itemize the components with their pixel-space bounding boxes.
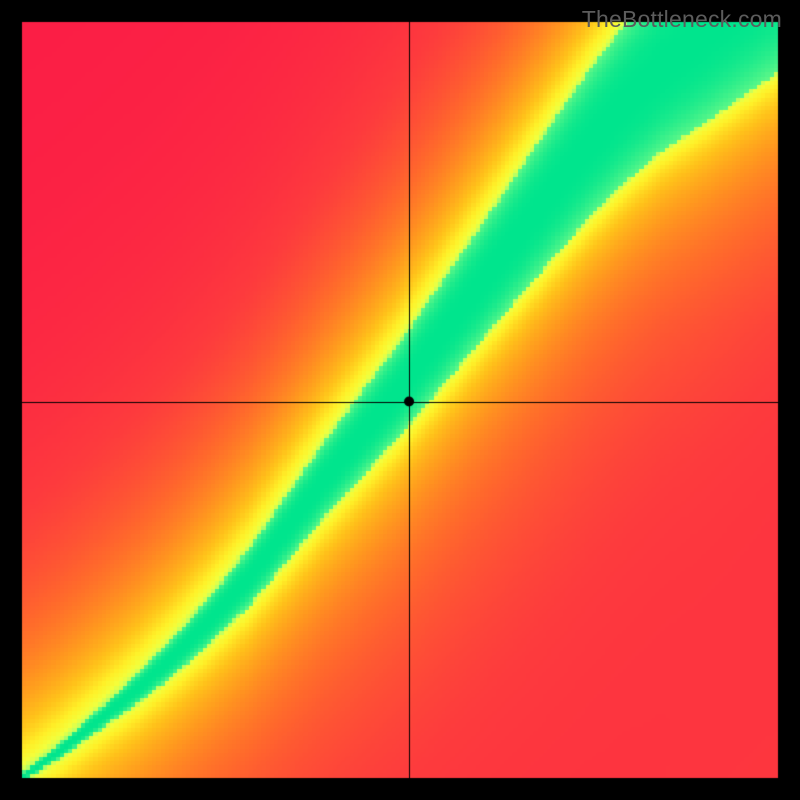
heatmap-canvas (0, 0, 800, 800)
watermark-text: TheBottleneck.com (582, 6, 782, 33)
chart-container: TheBottleneck.com (0, 0, 800, 800)
